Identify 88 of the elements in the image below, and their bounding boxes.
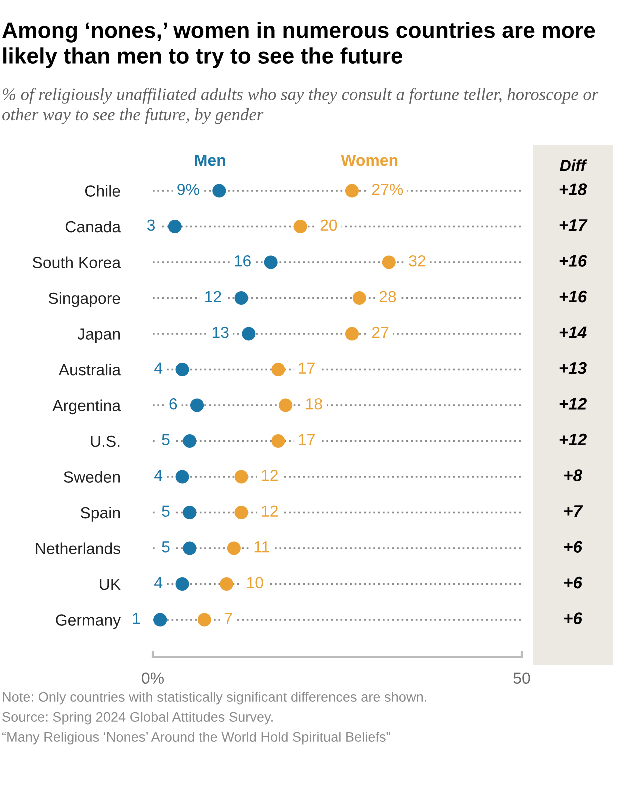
text: +16 [560, 255, 588, 267]
data-label: 27% [372, 184, 404, 196]
point [176, 470, 190, 484]
y-tick-label: South Korea [32, 256, 122, 268]
y-tick-label: Netherlands [36, 542, 120, 554]
text: +7 [564, 506, 584, 518]
text: +12 [560, 398, 587, 410]
point [198, 613, 212, 627]
y-tick-label: Spain [80, 506, 120, 522]
point [220, 577, 234, 592]
data-label: 5 [162, 434, 170, 446]
data-label: 32 [409, 255, 426, 267]
point [352, 291, 366, 306]
chart-title: Among ‘nones,’ women in numerous countries are more likely than men to try to see the future [2, 22, 596, 68]
data-label: 5 [162, 542, 170, 553]
point [176, 577, 190, 592]
data-label: 12 [262, 506, 278, 517]
y-tick-label: Chile [85, 185, 120, 197]
y-tick-label: Japan [78, 328, 120, 344]
y-tick-label: Sweden [64, 471, 120, 483]
y-tick-label: Canada [66, 220, 122, 233]
data-label: 11 [254, 542, 270, 553]
point [227, 542, 241, 556]
point [190, 398, 204, 412]
point [154, 613, 168, 627]
point [279, 398, 293, 412]
point [294, 220, 308, 234]
point [212, 184, 226, 198]
series-label: Men [195, 154, 226, 166]
data-label: 4 [154, 577, 163, 588]
y-tick-label: UK [100, 579, 121, 590]
x-tick-label: 0% [142, 672, 164, 684]
point [264, 256, 278, 270]
text: +8 [564, 470, 582, 482]
data-label: 13 [212, 326, 229, 338]
data-label: 12 [206, 291, 222, 302]
data-label: 20 [320, 220, 338, 232]
text: Diff [560, 160, 588, 172]
data-label: 28 [380, 291, 396, 303]
text: +13 [560, 362, 587, 374]
data-label: 27 [372, 326, 389, 338]
data-label: 4 [154, 470, 163, 482]
point [345, 327, 360, 341]
text: “Many Religious ‘Nones’ Around the World Hold Spiritual Beliefs” [2, 732, 390, 745]
data-label: 7 [224, 613, 232, 624]
point [234, 506, 248, 520]
data-label: 4 [154, 362, 163, 374]
text: +16 [560, 290, 588, 303]
series-label: Women [341, 154, 398, 166]
data-label: 16 [235, 255, 251, 267]
y-tick-label: Singapore [48, 292, 120, 308]
data-label: 5 [162, 506, 170, 518]
point [242, 327, 256, 341]
point [345, 184, 360, 198]
text: +6 [564, 612, 583, 624]
point [168, 220, 182, 234]
text: +14 [560, 326, 587, 338]
text: +17 [560, 220, 588, 232]
data-label: 9% [178, 184, 200, 196]
data-label: 10 [247, 577, 264, 589]
point [176, 362, 190, 377]
point [183, 434, 197, 448]
text: Note: Only countries with statistically significant differences are shown. [3, 692, 426, 705]
data-label: 17 [299, 362, 315, 374]
point [183, 542, 197, 556]
point [272, 362, 286, 377]
y-tick-label: Germany [56, 614, 122, 630]
source-note: Source: Spring 2024 Global Attitudes Survey. [2, 712, 273, 725]
x-tick-label: 50 [514, 672, 530, 684]
point [183, 506, 197, 520]
data-label: 6 [170, 398, 178, 410]
chart-subtitle: % of religiously unaffiliated adults who say they consult a fortune teller, horoscope or other way to see the future, by gender [2, 88, 599, 124]
y-tick-label: Australia [58, 364, 122, 376]
text: +6 [564, 541, 583, 553]
text: +12 [560, 434, 587, 446]
y-tick-label: Argentina [52, 400, 122, 415]
data-label: 3 [147, 220, 155, 232]
text: +18 [560, 184, 588, 196]
point [272, 434, 286, 448]
data-label: 12 [262, 470, 278, 482]
data-label: 18 [306, 398, 322, 410]
point [382, 256, 396, 270]
point [234, 470, 248, 484]
data-label: 17 [299, 434, 315, 446]
text: +6 [564, 576, 583, 589]
point [234, 291, 248, 306]
data-label: 1 [133, 613, 140, 624]
y-tick-label: U.S. [91, 436, 120, 448]
